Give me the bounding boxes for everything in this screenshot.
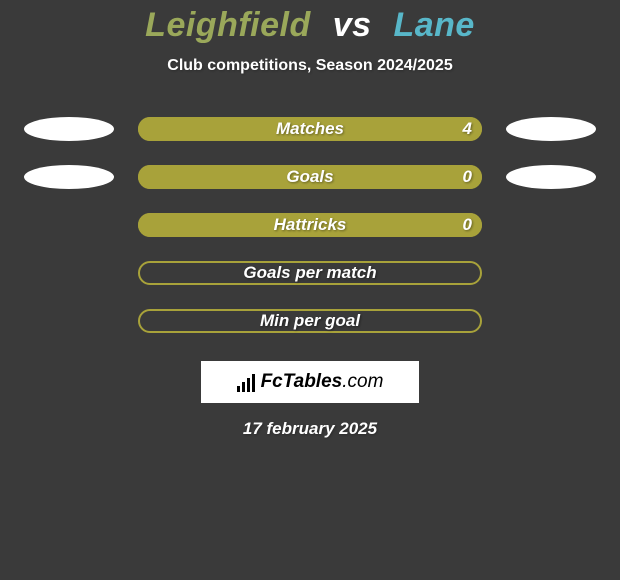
ellipse-left [24,165,114,189]
stat-label: Goals [286,167,333,187]
stat-bar: Min per goal [138,309,482,333]
page-title: Leighfield vs Lane [0,0,620,45]
stat-label: Goals per match [243,263,376,283]
logo-text-bold: FcTables [261,371,343,392]
stat-bar: Hattricks 0 [138,213,482,237]
player1-name: Leighfield [145,6,311,44]
stat-row: Goals 0 [10,165,610,189]
player2-name: Lane [393,6,474,44]
bar-chart-icon [237,372,255,392]
stat-bar: Matches 4 [138,117,482,141]
stat-value: 4 [463,119,472,139]
subtitle: Club competitions, Season 2024/2025 [0,57,620,75]
vs-text: vs [333,6,372,44]
stat-value: 0 [463,167,472,187]
stats-card: Leighfield vs Lane Club competitions, Se… [0,0,620,580]
stat-rows: Matches 4 Goals 0 Hattricks 0 Goals per match M… [0,117,620,333]
stat-label: Matches [276,119,344,139]
stat-bar: Goals per match [138,261,482,285]
stat-bar: Goals 0 [138,165,482,189]
logo-box: FcTables.com [201,361,419,403]
stat-row: Hattricks 0 [10,213,610,237]
logo-text: FcTables.com [261,371,384,393]
date-text: 17 february 2025 [0,419,620,439]
stat-row: Goals per match [10,261,610,285]
stat-row: Min per goal [10,309,610,333]
stat-label: Hattricks [274,215,347,235]
ellipse-right [506,165,596,189]
ellipse-right [506,117,596,141]
stat-value: 0 [463,215,472,235]
stat-label: Min per goal [260,311,360,331]
logo-text-thin: .com [342,371,383,392]
ellipse-left [24,117,114,141]
stat-row: Matches 4 [10,117,610,141]
